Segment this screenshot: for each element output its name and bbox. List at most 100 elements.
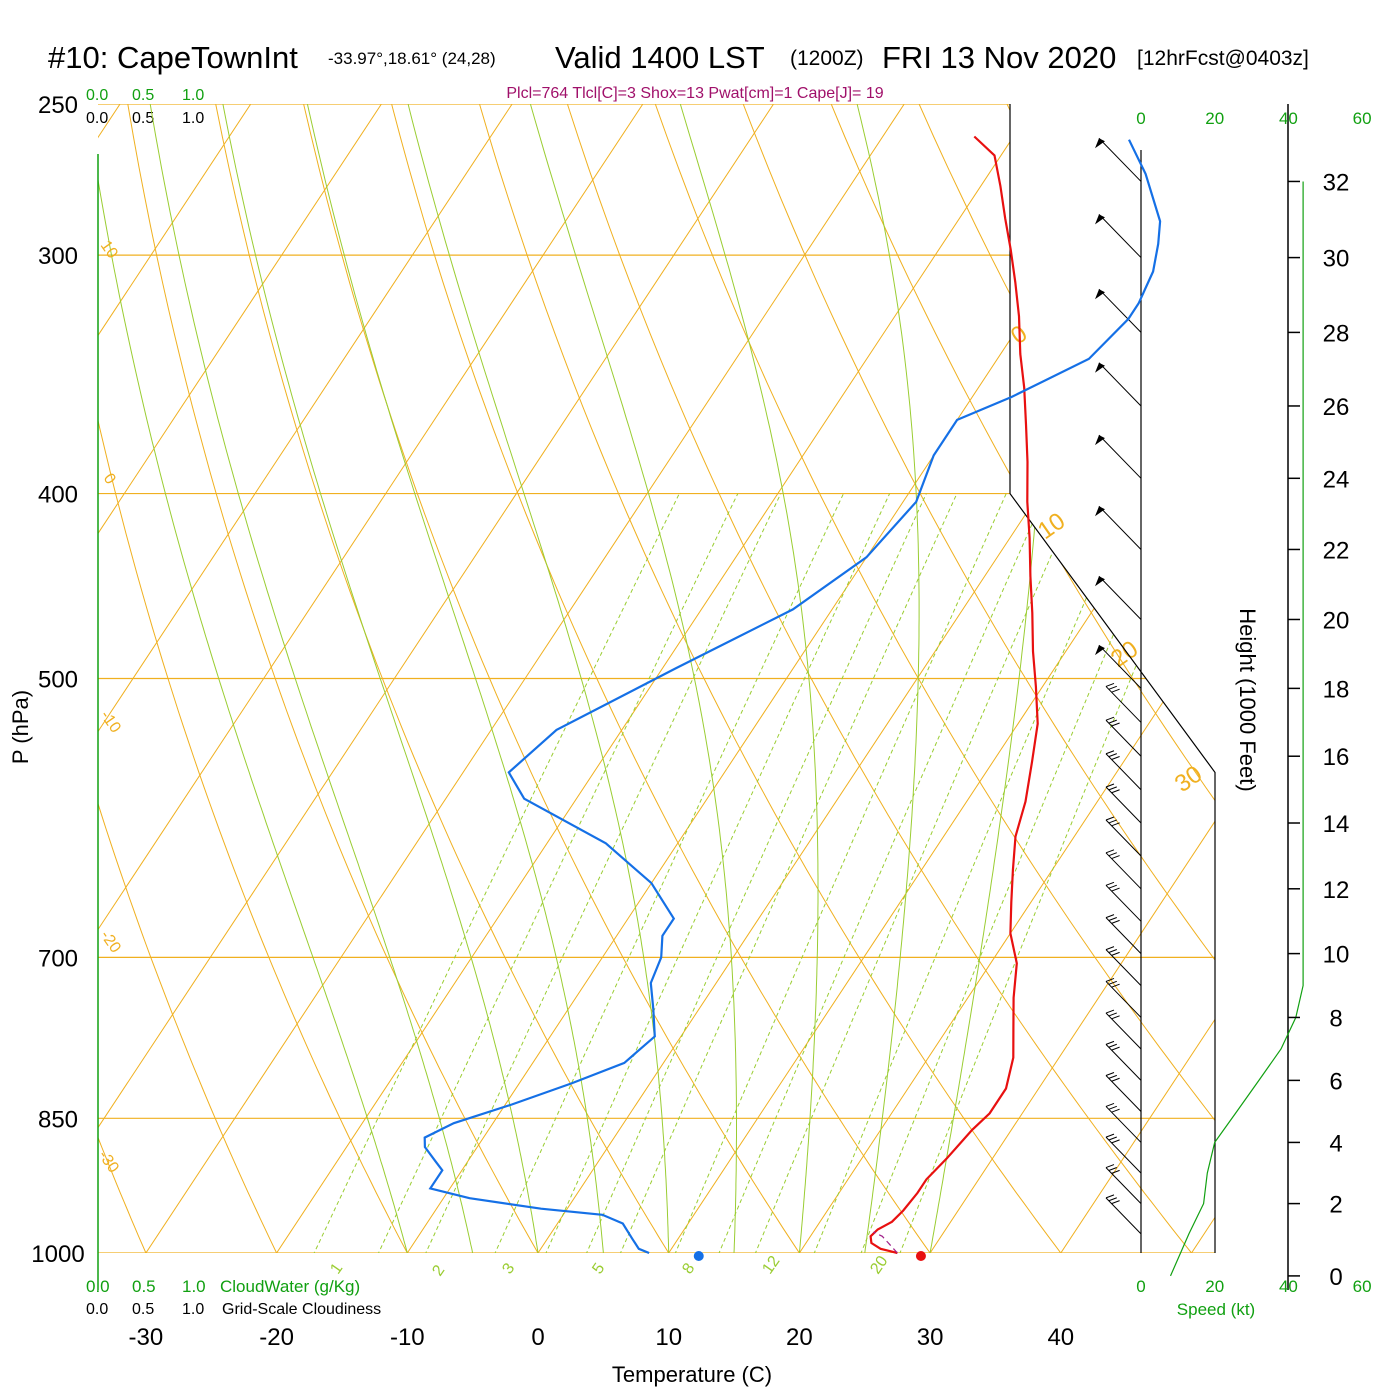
mixing-ratio-label: 12 <box>759 1253 783 1277</box>
height-tick-label: 14 <box>1323 811 1350 838</box>
height-tick-label: 24 <box>1323 466 1350 493</box>
wind-barb-feather <box>1105 881 1115 886</box>
frame-right-edge <box>1009 104 1216 1253</box>
isotherm-line <box>98 104 428 1253</box>
wind-barb-feather <box>1108 852 1117 857</box>
isotherm-line <box>98 104 559 1253</box>
wind-barb-feather <box>1105 849 1115 854</box>
cl-top-tick-1: 0.5 <box>132 110 154 127</box>
height-tick-label: 12 <box>1323 877 1350 904</box>
wind-barb-feather <box>1105 1194 1115 1199</box>
wind-barb-feather <box>1111 1139 1120 1144</box>
moist-adiabat <box>306 104 604 1253</box>
series-dewpoint-line <box>423 139 1162 1255</box>
x-tick-label: 0 <box>531 1324 544 1351</box>
mixing-ratio-line <box>359 493 739 1253</box>
wind-barb-feather <box>1111 855 1120 860</box>
height-tick-label: 6 <box>1329 1068 1342 1095</box>
isotherm-line <box>510 104 1215 1253</box>
zulu-time: (1200Z) <box>790 47 864 70</box>
isotherm-line <box>1033 104 1215 1253</box>
wind-barb-feather <box>1108 1012 1117 1017</box>
height-tick-label: 10 <box>1323 942 1350 969</box>
x-tick-label: -30 <box>129 1324 164 1351</box>
wind-barb-feather <box>1111 722 1120 727</box>
height-tick-label: 2 <box>1329 1192 1342 1219</box>
speed-profile-line <box>1169 181 1304 1277</box>
wind-barb-pennant <box>1095 506 1105 517</box>
wind-speed-profile <box>1169 181 1304 1277</box>
wind-barb-feather <box>1108 1167 1117 1171</box>
wind-barb-feather <box>1111 688 1120 693</box>
wind-barb-staff <box>1098 644 1142 689</box>
wind-barb-staff <box>1098 362 1142 407</box>
cloud-legend: 0.0 0.5 1.0 CloudWater (g/Kg) 0.0 0.5 1.… <box>86 1277 381 1318</box>
wind-barb-staff <box>1098 214 1142 258</box>
moist-adiabat <box>222 104 539 1253</box>
sounding-series <box>423 135 1162 1261</box>
mixing-ratio-line <box>844 493 1174 1253</box>
dry-adiabat <box>717 104 1215 1253</box>
wind-barb-feather <box>1111 1077 1120 1082</box>
wind-barb-feather <box>1108 949 1117 953</box>
height-tick-label: 16 <box>1323 744 1350 771</box>
dry-adiabat <box>1319 35 1400 1294</box>
wind-barb-staff <box>1105 1106 1142 1143</box>
wind-barb-staff <box>1105 1044 1142 1081</box>
moist-adiabat <box>407 104 670 1253</box>
wind-barb-feather <box>1105 682 1115 687</box>
moist-adiabat <box>679 104 819 1253</box>
pressure-tick-label: 300 <box>38 243 78 270</box>
isotherm-line <box>118 104 951 1253</box>
height-tick-label: 18 <box>1323 676 1350 703</box>
mixing-ratio-label: 3 <box>499 1260 518 1277</box>
isotherm-label: 10 <box>1033 507 1070 544</box>
moist-adiabat <box>149 104 474 1253</box>
wind-barb-feather <box>1105 1040 1115 1045</box>
cloudwater-label: CloudWater (g/Kg) <box>220 1277 360 1296</box>
speed-axis-label: Speed (kt) <box>1177 1300 1255 1319</box>
series-temperature-line <box>869 135 1039 1255</box>
mixing-ratio-line <box>602 493 958 1253</box>
isotherm-label: 10 <box>97 238 121 262</box>
cloudiness-label: Grid-Scale Cloudiness <box>222 1301 381 1318</box>
indices-line: Plcl=764 Tlcl[C]=3 Shox=13 Pwat[cm]=1 Ca… <box>506 85 883 102</box>
cw-bottom-tick-1: 0.5 <box>132 1277 156 1296</box>
wind-barb-feather <box>1108 980 1117 985</box>
forecast-date: FRI 13 Nov 2020 <box>882 40 1116 75</box>
isotherm-line <box>98 104 297 1253</box>
wind-barb-feather <box>1108 917 1117 921</box>
speed-tick-top: 60 <box>1353 109 1372 128</box>
cl-bottom-tick-0: 0.0 <box>86 1301 108 1318</box>
dry-adiabat <box>202 104 695 1253</box>
dry-adiabat <box>1146 104 1215 1253</box>
dry-adiabat <box>888 104 1215 1253</box>
x-tick-label: 10 <box>655 1324 682 1351</box>
wind-barb-staff <box>1105 1075 1142 1112</box>
mixing-ratio-line <box>527 493 891 1253</box>
valid-time: Valid 1400 LST <box>555 40 765 75</box>
wind-barb-staff <box>1098 288 1142 333</box>
height-axis-label: Height (1000 Feet) <box>1235 608 1260 791</box>
surface-temperature-dot <box>915 1251 926 1261</box>
dry-adiabat <box>631 104 1215 1253</box>
wind-barb-feather <box>1105 783 1115 788</box>
dry-adiabat <box>803 104 1215 1253</box>
wind-barb-staff <box>1098 505 1142 550</box>
dry-adiabat <box>974 104 1215 1253</box>
x-tick-label: -20 <box>259 1324 294 1351</box>
cl-bottom-tick-1: 0.5 <box>132 1301 154 1318</box>
pressure-tick-label: 1000 <box>31 1241 84 1268</box>
wind-barb-feather <box>1108 1043 1117 1048</box>
wind-barb-feather <box>1111 1169 1120 1174</box>
height-tick-label: 4 <box>1329 1130 1342 1157</box>
station-coords: -33.97°,18.61° (24,28) <box>328 49 496 68</box>
mixing-ratio-label: 20 <box>867 1253 891 1277</box>
wind-barb-feather <box>1105 1164 1115 1169</box>
isotherm-line <box>249 104 1081 1253</box>
isotherm-line <box>902 104 1215 1253</box>
isotherm-label: -10 <box>97 708 124 737</box>
grid-clipped <box>98 35 1400 1294</box>
